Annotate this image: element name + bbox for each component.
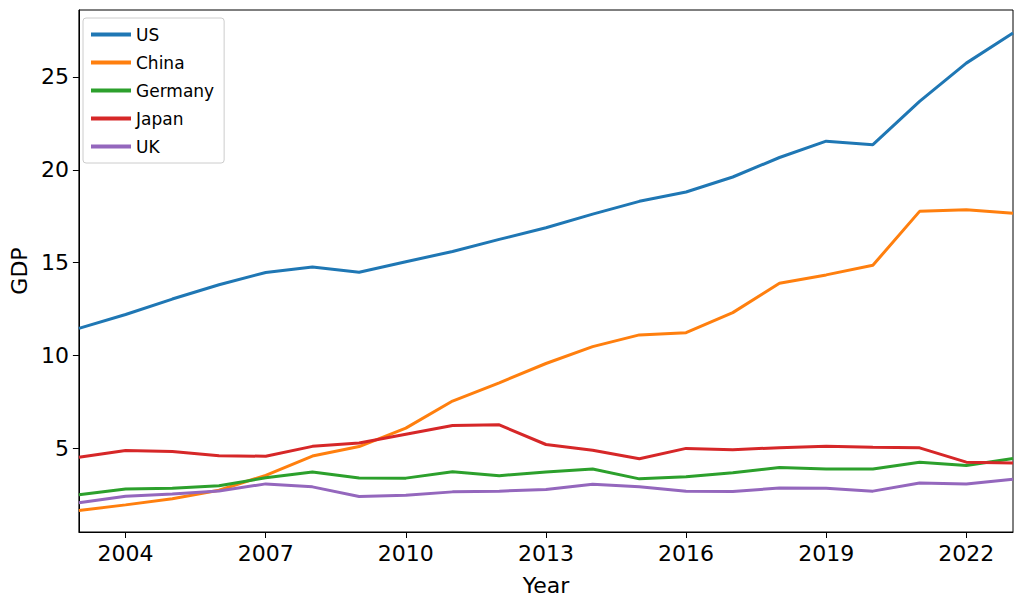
svg-text:2019: 2019	[798, 541, 854, 566]
svg-text:25: 25	[41, 64, 69, 89]
svg-text:Germany: Germany	[136, 81, 214, 101]
svg-text:2007: 2007	[238, 541, 294, 566]
svg-text:15: 15	[41, 250, 69, 275]
svg-text:10: 10	[41, 343, 69, 368]
svg-text:5: 5	[55, 436, 69, 461]
svg-text:Year: Year	[522, 573, 571, 598]
svg-text:2016: 2016	[658, 541, 714, 566]
svg-text:2022: 2022	[938, 541, 994, 566]
svg-text:2010: 2010	[378, 541, 434, 566]
svg-text:Japan: Japan	[135, 109, 183, 129]
svg-text:2004: 2004	[98, 541, 154, 566]
svg-text:GDP: GDP	[7, 247, 32, 294]
svg-text:UK: UK	[136, 137, 160, 157]
svg-text:China: China	[136, 53, 185, 73]
svg-text:US: US	[136, 25, 159, 45]
svg-text:2013: 2013	[518, 541, 574, 566]
svg-text:20: 20	[41, 157, 69, 182]
